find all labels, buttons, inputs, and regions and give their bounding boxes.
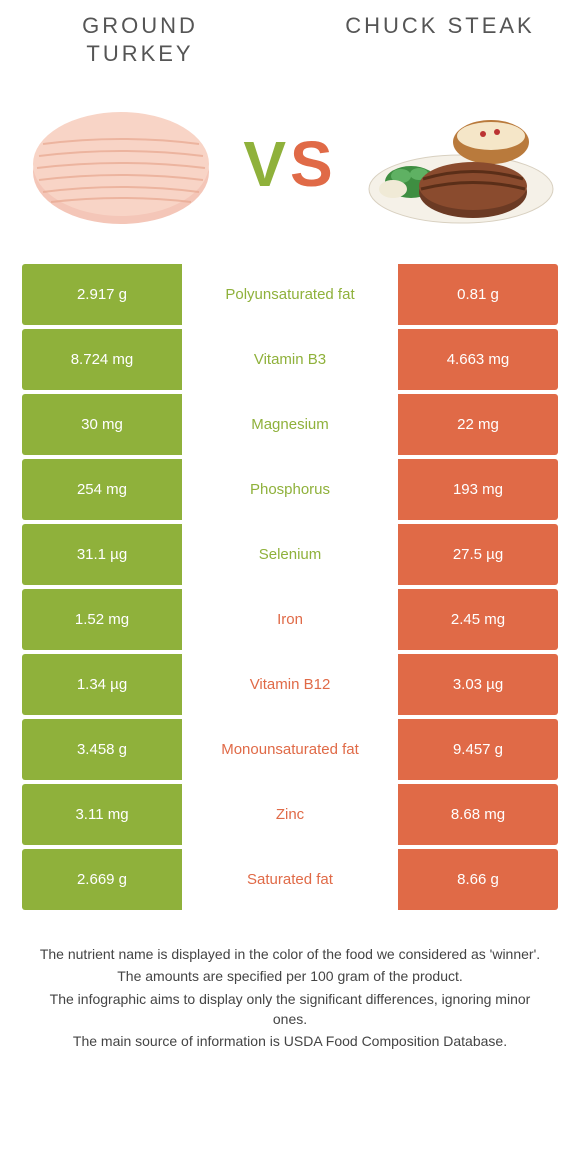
value-right: 2.45 mg [398, 589, 558, 650]
value-left: 2.669 g [22, 849, 182, 910]
nutrient-label: Selenium [182, 524, 398, 585]
table-row: 3.11 mgZinc8.68 mg [22, 784, 558, 845]
image-row: VS [0, 67, 580, 264]
footnote-line: The amounts are specified per 100 gram o… [36, 966, 544, 986]
value-right: 27.5 µg [398, 524, 558, 585]
comparison-table: 2.917 gPolyunsaturated fat0.81 g8.724 mg… [22, 264, 558, 910]
header: GROUND TURKEY CHUCK STEAK [0, 0, 580, 67]
table-row: 1.52 mgIron2.45 mg [22, 589, 558, 650]
value-right: 3.03 µg [398, 654, 558, 715]
value-left: 30 mg [22, 394, 182, 455]
table-row: 2.669 gSaturated fat8.66 g [22, 849, 558, 910]
value-right: 8.68 mg [398, 784, 558, 845]
food-title-left: GROUND TURKEY [40, 12, 240, 67]
nutrient-label: Iron [182, 589, 398, 650]
food-image-right [360, 91, 560, 236]
value-right: 193 mg [398, 459, 558, 520]
value-left: 254 mg [22, 459, 182, 520]
table-row: 30 mgMagnesium22 mg [22, 394, 558, 455]
value-right: 22 mg [398, 394, 558, 455]
value-right: 9.457 g [398, 719, 558, 780]
value-left: 1.52 mg [22, 589, 182, 650]
value-left: 3.11 mg [22, 784, 182, 845]
nutrient-label: Magnesium [182, 394, 398, 455]
footnotes: The nutrient name is displayed in the co… [36, 944, 544, 1051]
vs-s-letter: S [290, 128, 337, 200]
food-image-left [20, 91, 220, 236]
table-row: 2.917 gPolyunsaturated fat0.81 g [22, 264, 558, 325]
nutrient-label: Vitamin B12 [182, 654, 398, 715]
value-left: 3.458 g [22, 719, 182, 780]
food-title-right: CHUCK STEAK [340, 12, 540, 67]
value-left: 2.917 g [22, 264, 182, 325]
vs-v-letter: V [243, 128, 290, 200]
value-right: 8.66 g [398, 849, 558, 910]
value-left: 1.34 µg [22, 654, 182, 715]
value-left: 8.724 mg [22, 329, 182, 390]
table-row: 31.1 µgSelenium27.5 µg [22, 524, 558, 585]
value-right: 0.81 g [398, 264, 558, 325]
footnote-line: The nutrient name is displayed in the co… [36, 944, 544, 964]
nutrient-label: Monounsaturated fat [182, 719, 398, 780]
vs-label: VS [243, 127, 336, 201]
table-row: 8.724 mgVitamin B34.663 mg [22, 329, 558, 390]
nutrient-label: Polyunsaturated fat [182, 264, 398, 325]
table-row: 3.458 gMonounsaturated fat9.457 g [22, 719, 558, 780]
footnote-line: The infographic aims to display only the… [36, 989, 544, 1030]
value-left: 31.1 µg [22, 524, 182, 585]
nutrient-label: Vitamin B3 [182, 329, 398, 390]
nutrient-label: Saturated fat [182, 849, 398, 910]
value-right: 4.663 mg [398, 329, 558, 390]
nutrient-label: Phosphorus [182, 459, 398, 520]
table-row: 1.34 µgVitamin B123.03 µg [22, 654, 558, 715]
nutrient-label: Zinc [182, 784, 398, 845]
table-row: 254 mgPhosphorus193 mg [22, 459, 558, 520]
footnote-line: The main source of information is USDA F… [36, 1031, 544, 1051]
